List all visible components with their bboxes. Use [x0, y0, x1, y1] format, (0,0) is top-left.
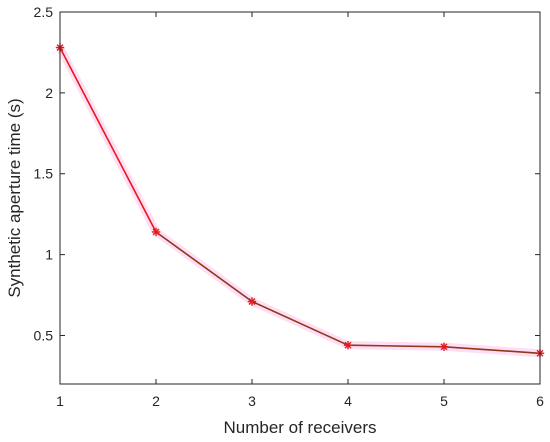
plot-area — [60, 12, 540, 384]
data-point-marker — [247, 297, 257, 306]
y-tick-label: 1.5 — [34, 166, 54, 182]
series-layer — [55, 43, 545, 358]
data-point-marker — [439, 342, 449, 351]
x-axis-title: Number of receivers — [223, 418, 376, 437]
y-tick-label: 2.5 — [34, 4, 54, 20]
y-tick-label: 1 — [45, 247, 53, 263]
series-line-segment — [347, 344, 445, 348]
data-point-marker — [343, 340, 353, 350]
x-tick-label: 5 — [440, 393, 448, 409]
x-tick-label: 4 — [344, 393, 352, 409]
y-axis-title: Synthetic aperture time (s) — [5, 98, 24, 297]
data-point-marker — [151, 227, 161, 237]
y-tick-label: 2 — [45, 85, 53, 101]
x-tick-label: 2 — [152, 393, 160, 409]
y-tick-label: 0.5 — [34, 327, 54, 343]
x-axis: 1 2 3 4 5 6 — [56, 12, 544, 409]
x-tick-label: 3 — [248, 393, 256, 409]
series-line-segment — [59, 47, 157, 233]
x-tick-label: 1 — [56, 393, 64, 409]
y-axis: 0.5 1 1.5 2 2.5 — [34, 4, 540, 343]
x-tick-label: 6 — [536, 393, 544, 409]
series-line-segment — [251, 300, 349, 346]
axes-box — [59, 11, 541, 385]
series-line-segment — [443, 346, 541, 355]
series-line-segment — [155, 231, 253, 303]
